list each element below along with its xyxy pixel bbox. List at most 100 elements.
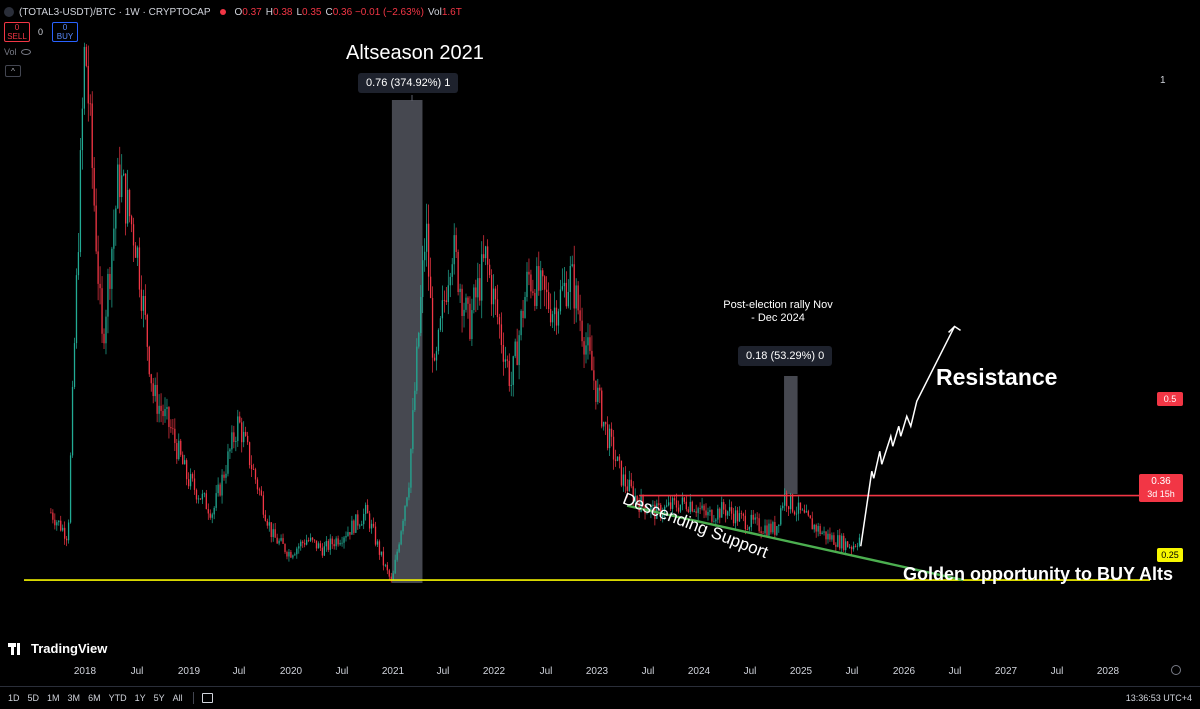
- candle-body: [695, 511, 697, 513]
- candle-body: [203, 493, 205, 495]
- candle-body: [815, 524, 817, 532]
- candle-body: [793, 511, 796, 515]
- candle-body: [282, 538, 284, 544]
- tradingview-logo[interactable]: TradingView: [8, 640, 107, 656]
- candle-body: [69, 455, 72, 523]
- time-axis-label: Jul: [948, 666, 962, 677]
- candle-body: [119, 164, 121, 198]
- timeframe-1m[interactable]: 1M: [47, 693, 60, 703]
- post-election-label[interactable]: Post-election rally Nov - Dec 2024: [723, 299, 833, 324]
- measure-2024-label[interactable]: 0.18 (53.29%) 0: [738, 346, 833, 366]
- timeframe-1y[interactable]: 1Y: [134, 693, 146, 703]
- timeframe-3m[interactable]: 3M: [67, 693, 81, 703]
- candle-body: [752, 514, 754, 520]
- highlight-range-2[interactable]: [784, 376, 798, 494]
- candle-body: [622, 474, 625, 486]
- candle-body: [115, 208, 117, 229]
- candle-body: [87, 65, 89, 104]
- candle-body: [60, 520, 62, 531]
- candle-body: [520, 310, 522, 336]
- candle-body: [475, 287, 477, 298]
- timeframe-5y[interactable]: 5Y: [153, 693, 165, 703]
- candle-body: [414, 390, 416, 411]
- collapse-legend-button[interactable]: ^: [5, 65, 21, 77]
- altseason-label[interactable]: Altseason 2021: [346, 42, 484, 64]
- candle-body: [557, 311, 560, 326]
- time-axis-label: 2021: [381, 666, 405, 677]
- candle-body: [561, 286, 564, 290]
- candle-body: [768, 523, 770, 536]
- candle-body: [691, 501, 693, 512]
- calendar-icon[interactable]: [201, 693, 213, 703]
- time-axis-label: 2026: [892, 666, 916, 677]
- timeframe-all[interactable]: All: [172, 693, 183, 703]
- candle-body: [575, 285, 577, 309]
- candle-body: [162, 410, 164, 417]
- candle-body: [182, 454, 184, 465]
- candle-body: [75, 275, 78, 344]
- candle-body: [384, 564, 386, 566]
- pane-number: 1: [1160, 75, 1166, 86]
- symbol-header: (TOTAL3-USDT)/BTC · 1W · CRYPTOCAP O0.37…: [4, 4, 462, 20]
- measure-2021-label[interactable]: 0.76 (374.92%) 1: [358, 73, 459, 93]
- candle-body: [429, 276, 432, 299]
- candle-body: [825, 531, 827, 540]
- candle-body: [740, 513, 743, 514]
- candle-body: [366, 504, 369, 514]
- timeframe-6m[interactable]: 6M: [88, 693, 101, 703]
- symbol-icon[interactable]: [4, 7, 14, 17]
- ohlc-value: 0.37: [242, 6, 262, 18]
- timeframe-5d[interactable]: 5D: [27, 693, 40, 703]
- timeframe-1d[interactable]: 1D: [8, 693, 20, 703]
- candle-body: [805, 511, 807, 513]
- eye-icon[interactable]: [20, 49, 31, 55]
- candle-body: [553, 307, 556, 315]
- candle-body: [221, 474, 223, 496]
- candle-body: [79, 150, 82, 253]
- candle-body: [374, 526, 377, 545]
- candle-body: [636, 495, 638, 503]
- candle-body: [306, 540, 308, 545]
- candle-body: [707, 511, 709, 516]
- ohlc-value: 0.35: [302, 6, 322, 18]
- candle-body: [608, 428, 611, 449]
- candle-body: [677, 507, 680, 512]
- time-axis-label: Jul: [641, 666, 655, 677]
- resistance-label[interactable]: Resistance: [936, 364, 1058, 390]
- buy-button[interactable]: 0 BUY: [52, 22, 78, 42]
- golden-opportunity-label[interactable]: Golden opportunity to BUY Alts: [903, 564, 1173, 584]
- candle-body: [504, 359, 506, 362]
- candle-body: [483, 254, 485, 259]
- descending-support-line[interactable]: [626, 504, 964, 582]
- volume-indicator-label: Vol: [4, 47, 17, 57]
- sell-button[interactable]: 0 SELL: [4, 22, 30, 42]
- utc-clock[interactable]: 13:36:53 UTC+4: [1125, 693, 1192, 703]
- candle-body: [823, 531, 825, 533]
- volume-indicator[interactable]: Vol: [4, 47, 31, 57]
- candle-body: [620, 460, 623, 486]
- ohlc-value: 0.36 −0.01 (−2.63%): [332, 6, 424, 18]
- candle-body: [479, 278, 481, 301]
- candle-body: [376, 541, 379, 545]
- candle-body: [723, 502, 725, 510]
- candle-body: [502, 344, 505, 362]
- buy-label: BUY: [56, 32, 74, 41]
- axis-settings-icon[interactable]: [1171, 665, 1181, 675]
- candle-body: [201, 493, 204, 500]
- candle-body: [412, 410, 414, 450]
- current-price: 0.36: [1151, 476, 1171, 487]
- timeframe-ytd[interactable]: YTD: [108, 693, 127, 703]
- candle-body: [211, 514, 213, 518]
- candle-body: [532, 291, 534, 293]
- candle-body: [286, 552, 288, 557]
- candle-body: [111, 248, 113, 289]
- candle-body: [461, 288, 463, 316]
- highlight-range-1[interactable]: [391, 100, 423, 583]
- symbol-title[interactable]: (TOTAL3-USDT)/BTC · 1W · CRYPTOCAP: [19, 6, 211, 18]
- candle-body: [534, 292, 536, 306]
- candle-body: [343, 537, 345, 543]
- candle-body: [294, 554, 296, 556]
- projection-path[interactable]: [860, 326, 956, 547]
- candle-body: [270, 522, 272, 538]
